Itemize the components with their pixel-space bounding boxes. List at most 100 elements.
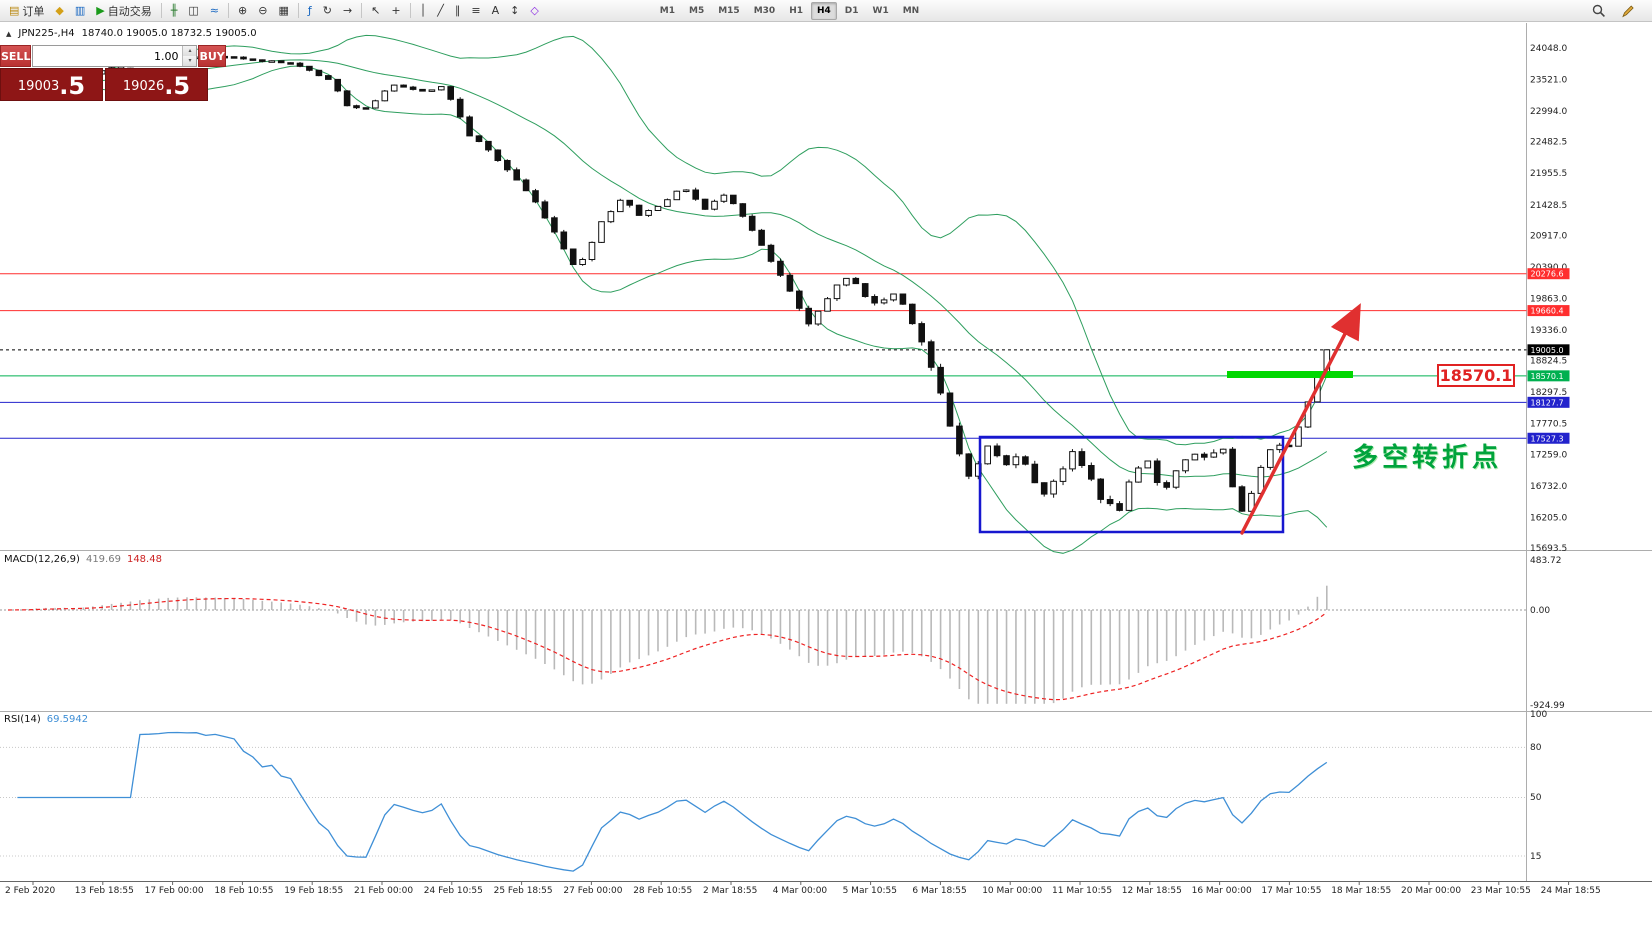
toolbar-fibonacci-tool-button[interactable]: ≡ [466, 2, 485, 20]
chart-shift-icon: → [342, 4, 353, 17]
buy-button[interactable]: BUY [198, 45, 226, 67]
svg-text:18 Mar 18:55: 18 Mar 18:55 [1331, 886, 1391, 896]
crosshair-icon: + [391, 4, 401, 17]
toolbar-charts-window-button[interactable]: ▥ [70, 2, 90, 20]
toolbar-cursor-button[interactable]: ↖ [366, 2, 385, 20]
svg-text:24 Feb 10:55: 24 Feb 10:55 [424, 886, 483, 896]
rsi-value: 69.5942 [46, 714, 89, 725]
svg-text:28 Feb 10:55: 28 Feb 10:55 [633, 886, 692, 896]
toolbar-trendline-tool-button[interactable]: ╱ [432, 2, 449, 20]
vertical-line-tool-icon: │ [419, 4, 427, 17]
toolbar-shapes-tool-button[interactable]: ◇ [525, 2, 543, 20]
toolbar-text-tool-button[interactable]: A [487, 2, 505, 20]
toolbar-zoom-out-button[interactable]: ⊖ [253, 2, 272, 20]
timeframe-m5-button[interactable]: M5 [689, 5, 705, 16]
toolbar-candlestick-chart-button[interactable]: ◫ [183, 2, 203, 20]
svg-text:10 Mar 00:00: 10 Mar 00:00 [982, 886, 1042, 896]
toolbar-separator [361, 3, 363, 18]
toolbar-separator [160, 3, 162, 18]
svg-text:24048.0: 24048.0 [1530, 44, 1567, 54]
volume-down-button[interactable]: ▾ [183, 56, 197, 66]
svg-text:100: 100 [1530, 710, 1547, 720]
svg-text:18127.7: 18127.7 [1531, 398, 1564, 407]
svg-text:50: 50 [1530, 793, 1542, 803]
search-icon[interactable] [1587, 2, 1611, 20]
toolbar-channel-tool-button[interactable]: ∥ [450, 2, 466, 20]
timeframe-m30-button[interactable]: M30 [753, 5, 776, 16]
toolbar-separator [409, 3, 411, 18]
buy-price-main: 19026 [122, 79, 165, 94]
cursor-icon: ↖ [371, 4, 381, 17]
toolbar-separator [297, 3, 299, 18]
svg-text:17 Feb 00:00: 17 Feb 00:00 [145, 886, 204, 896]
svg-text:20276.6: 20276.6 [1531, 270, 1564, 279]
svg-text:15693.5: 15693.5 [1530, 544, 1567, 554]
toolbar-arrows-tool-button[interactable]: ↕ [505, 2, 524, 20]
svg-text:16205.0: 16205.0 [1530, 513, 1567, 523]
svg-text:18824.5: 18824.5 [1530, 357, 1567, 367]
toolbar-buttons: ▤ 订单 ◆ ▥ ▶ 自动交易 ╫ ◫ ≈ ⊕ ⊖ ▦ ƒ ↻ → ↖ + │ ╱ ∥ ≡ A ↕ ◇ [4, 2, 544, 20]
toolbar-separator [228, 3, 229, 18]
buy-price-display[interactable]: 19026.5 [105, 68, 208, 101]
shapes-tool-icon: ◇ [530, 4, 539, 17]
timeframe-d1-button[interactable]: D1 [844, 5, 859, 16]
toolbar-crosshair-button[interactable]: + [386, 2, 405, 20]
collapse-icon[interactable]: ▲ [6, 29, 12, 38]
toolbar-chart-shift-button[interactable]: → [338, 2, 357, 20]
toolbar-vertical-line-tool-button[interactable]: │ [415, 2, 432, 20]
svg-text:16 Mar 00:00: 16 Mar 00:00 [1192, 886, 1252, 896]
macd-label-text: MACD(12,26,9) [4, 554, 80, 565]
timeframe-toolbar: M1 M5 M15 M30 H1 H4 D1 W1 MN [654, 1, 925, 20]
timeframe-m1-button[interactable]: M1 [659, 5, 675, 16]
macd-indicator-label: MACD(12,26,9) 419.69 148.48 [4, 554, 162, 565]
toolbar-auto-scroll-button[interactable]: ↻ [318, 2, 337, 20]
symbol-ohlc: 18740.0 19005.0 18732.5 19005.0 [81, 28, 257, 39]
line-chart-icon: ≈ [209, 4, 219, 17]
auto-scroll-icon: ↻ [322, 4, 332, 17]
new-order-icon: ▤ [9, 4, 20, 17]
edit-pencil-icon[interactable] [1616, 2, 1640, 20]
volume-box: ▴ ▾ [32, 45, 198, 67]
sell-button[interactable]: SELL [0, 45, 32, 67]
toolbar-bar-chart-button[interactable]: ╫ [166, 2, 183, 20]
timeframe-mn-button[interactable]: MN [902, 5, 920, 16]
indicators-list-icon: ƒ [307, 4, 312, 17]
svg-text:17259.0: 17259.0 [1530, 450, 1567, 460]
timeframe-h4-button[interactable]: H4 [810, 1, 837, 20]
charts-window-icon: ▥ [74, 4, 86, 17]
volume-up-button[interactable]: ▴ [183, 46, 197, 56]
timeframe-w1-button[interactable]: W1 [872, 5, 889, 16]
svg-text:19005.0: 19005.0 [1531, 346, 1564, 355]
sell-price-frac: .5 [59, 72, 86, 100]
sell-price-display[interactable]: 19003.5 [0, 68, 103, 101]
toolbar-sound-alert-button[interactable]: ◆ [50, 2, 68, 20]
fibonacci-tool-icon: ≡ [471, 4, 481, 17]
zoom-out-icon: ⊖ [258, 4, 268, 17]
text-tool-icon: A [491, 4, 500, 17]
toolbar-autotrading-button[interactable]: ▶ 自动交易 [91, 2, 156, 20]
svg-text:20 Mar 00:00: 20 Mar 00:00 [1401, 886, 1461, 896]
timeframe-m15-button[interactable]: M15 [718, 5, 740, 16]
volume-input[interactable] [33, 46, 183, 66]
toolbar-right [1587, 2, 1648, 20]
svg-text:20390.0: 20390.0 [1530, 263, 1567, 273]
svg-text:21 Feb 00:00: 21 Feb 00:00 [354, 886, 413, 896]
toolbar-new-order-button[interactable]: ▤ 订单 [4, 2, 49, 20]
svg-text:23 Mar 10:55: 23 Mar 10:55 [1471, 886, 1531, 896]
svg-text:5 Mar 10:55: 5 Mar 10:55 [843, 886, 897, 896]
svg-text:2 Mar 18:55: 2 Mar 18:55 [703, 886, 757, 896]
svg-text:19660.4: 19660.4 [1531, 307, 1564, 316]
toolbar-line-chart-button[interactable]: ≈ [205, 2, 224, 20]
autotrading-icon: ▶ [96, 4, 105, 17]
toolbar-indicators-list-button[interactable]: ƒ [303, 2, 317, 20]
toolbar-zoom-in-button[interactable]: ⊕ [233, 2, 252, 20]
svg-text:11 Mar 10:55: 11 Mar 10:55 [1052, 886, 1112, 896]
toolbar-tile-windows-button[interactable]: ▦ [273, 2, 293, 20]
svg-text:-924.99: -924.99 [1530, 701, 1565, 711]
main-toolbar: ▤ 订单 ◆ ▥ ▶ 自动交易 ╫ ◫ ≈ ⊕ ⊖ ▦ ƒ ↻ → ↖ + │ ╱ ∥ ≡ A ↕ ◇ M1 M5 M15 M30 H… [0, 0, 1652, 22]
timeframe-h1-button[interactable]: H1 [789, 5, 803, 16]
svg-text:22994.0: 22994.0 [1530, 107, 1567, 117]
macd-main-value: 419.69 [85, 554, 121, 565]
